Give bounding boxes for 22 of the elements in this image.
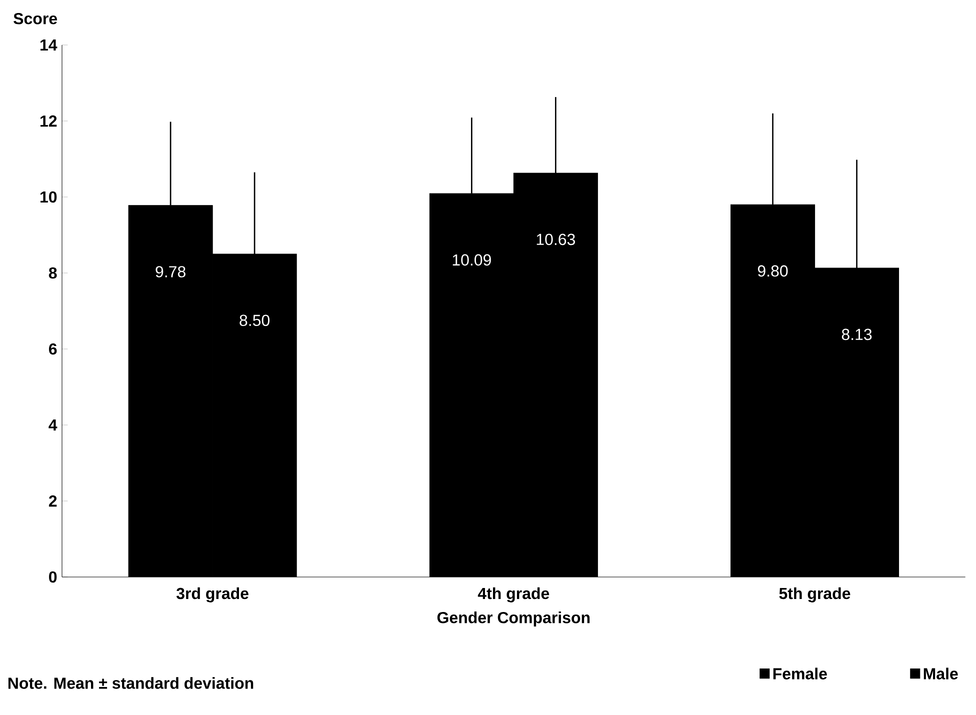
data-label: 9.78 [156, 266, 186, 278]
data-label: 8.13 [842, 328, 872, 340]
y-tick-label: 2 [48, 495, 57, 507]
y-tick-label: 6 [48, 343, 57, 355]
text: Note. Mean ± standard deviation [8, 677, 254, 689]
legend-label: Female [773, 668, 827, 680]
x-tick-label: 4th grade [478, 587, 550, 602]
data-label: 10.09 [452, 254, 491, 266]
data-label: 9.80 [758, 265, 788, 277]
data-label: 8.50 [240, 314, 270, 326]
y-tick-label: 14 [40, 40, 58, 50]
y-tick-label: 10 [40, 191, 57, 203]
x-axis-title: Gender Comparison [437, 612, 590, 626]
x-tick-label: 3rd grade [176, 587, 248, 602]
y-tick-label: 12 [40, 115, 57, 127]
data-label: 10.63 [536, 234, 575, 246]
y-axis-title: Score [14, 12, 58, 24]
y-tick-label: 0 [49, 571, 57, 583]
legend-label: Male [924, 668, 958, 680]
y-tick-label: 8 [48, 267, 57, 279]
x-tick-label: 5th grade [779, 587, 850, 602]
y-tick-label: 4 [48, 419, 58, 430]
